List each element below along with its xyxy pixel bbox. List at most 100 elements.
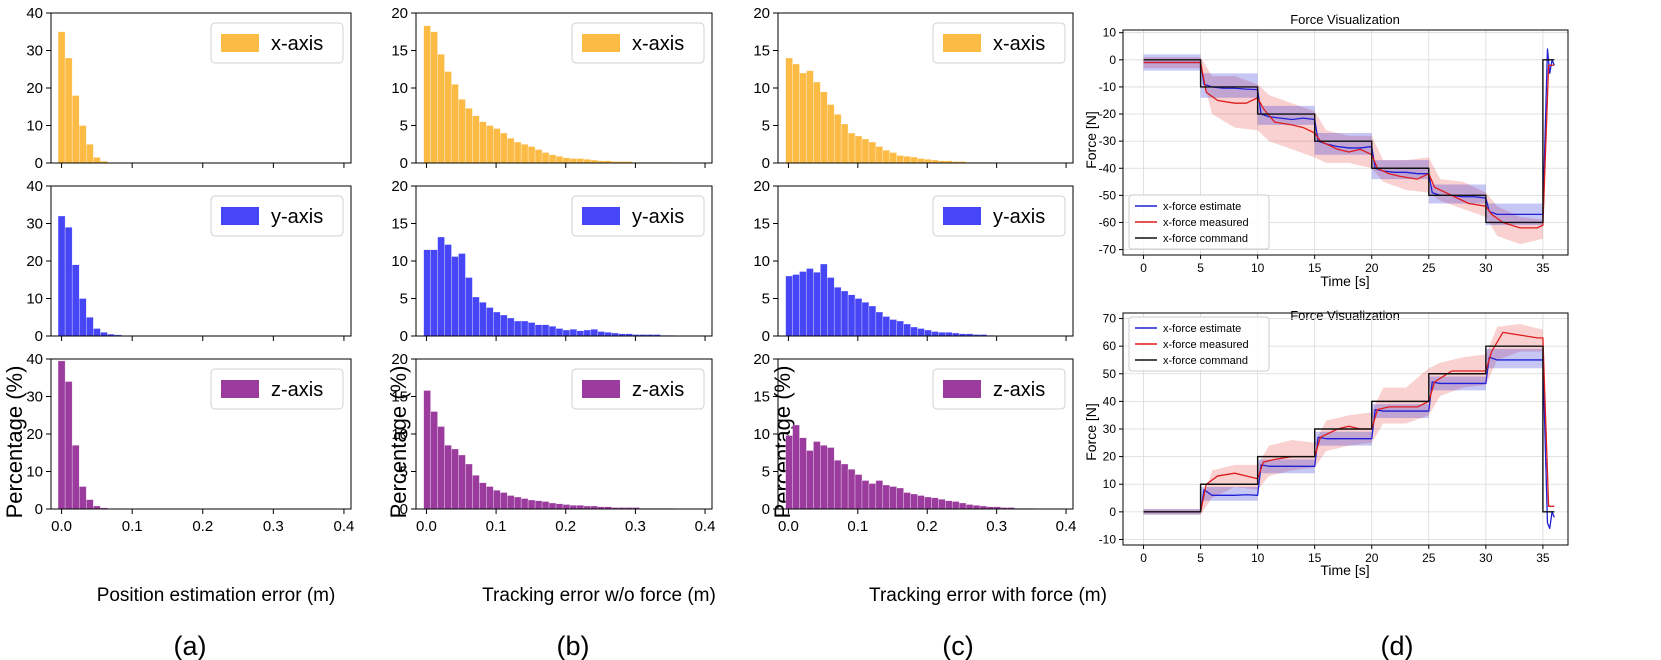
x-tick-label: 35	[1536, 261, 1550, 275]
legend-swatch	[221, 380, 259, 398]
hist-bar	[840, 123, 849, 164]
hist-bar	[792, 424, 800, 510]
subplot-c-z-axis: 0 5 10 15 20 0.0 0.1 0.2 0.3 0.4 z-axis	[753, 351, 1076, 535]
legend-label: y-axis	[993, 206, 1045, 228]
subplot-b-x-axis: 0 5 10 15 20 x-axis	[391, 5, 713, 172]
hist-bar	[882, 484, 890, 510]
hist-bar	[472, 296, 480, 337]
hist-bar	[479, 121, 487, 164]
hist-bar	[548, 502, 557, 510]
y-tick-label: 15	[753, 43, 770, 60]
hist-bar	[430, 411, 438, 510]
x-tick-label: 0.4	[334, 518, 355, 535]
y-tick-label: 0	[762, 155, 770, 172]
hist-bar	[458, 454, 466, 510]
hist-bar	[465, 108, 473, 164]
hist-bar	[493, 490, 501, 510]
hist-bar	[854, 298, 863, 337]
hist-bar	[910, 156, 918, 164]
x-tick-label: 0.1	[122, 518, 143, 535]
subplot-a-y-axis: 0 10 20 30 40 y-axis	[26, 178, 352, 345]
legend-swatch	[943, 380, 981, 398]
hist-bar	[71, 264, 80, 337]
hist-bar	[562, 157, 571, 164]
hist-bar	[486, 125, 494, 164]
panel-label-d: (d)	[1381, 631, 1414, 660]
hist-bar	[451, 448, 459, 510]
x-tick-label: 25	[1422, 261, 1436, 275]
hist-bar	[486, 307, 494, 337]
hist-bar	[917, 158, 925, 164]
hist-bar	[493, 311, 501, 337]
y-tick-label: 0	[1109, 505, 1116, 519]
hist-bar	[64, 227, 73, 337]
hist-bar	[562, 329, 571, 337]
y-tick-label: 0	[400, 155, 408, 172]
hist-bar	[78, 125, 87, 164]
y-tick-label: 20	[753, 5, 770, 22]
y-tick-label: 10	[26, 464, 43, 481]
hist-bar	[444, 445, 452, 510]
hist-bar	[57, 215, 66, 337]
y-tick-label: 15	[753, 216, 770, 233]
hist-bar	[71, 445, 80, 510]
hist-bar	[806, 70, 814, 164]
hist-bar	[889, 152, 897, 164]
y-tick-label: 60	[1103, 339, 1117, 353]
hist-bar	[868, 483, 877, 510]
xlabel-a: Position estimation error (m)	[97, 585, 336, 606]
y-tick-label: 20	[26, 80, 43, 97]
hist-bar	[569, 329, 578, 337]
panel-label-c: (c)	[942, 631, 973, 660]
hist-bar	[93, 157, 101, 164]
y-tick-label: 10	[26, 291, 43, 308]
y-tick-label: -30	[1099, 134, 1117, 148]
y-tick-label: 0	[35, 155, 43, 172]
hist-bar	[583, 159, 592, 164]
hist-bar	[799, 437, 807, 510]
hist-bar	[868, 141, 877, 164]
hist-bar	[820, 263, 828, 337]
y-tick-label: 0	[762, 328, 770, 345]
hist-bar	[861, 302, 870, 337]
hist-bar	[924, 159, 932, 164]
x-tick-label: 20	[1365, 551, 1379, 565]
y-tick-label: 0	[762, 501, 770, 518]
hist-bar	[576, 158, 585, 164]
hist-bar	[513, 496, 522, 510]
hist-bar	[57, 360, 66, 510]
x-tick-label: 15	[1308, 261, 1322, 275]
legend-box	[571, 22, 705, 64]
x-tick-label: 25	[1422, 551, 1436, 565]
plot-area: 010203040x-axis010203040y-axis0102030400…	[26, 5, 1569, 565]
y-tick-label: 20	[26, 426, 43, 443]
hist-bar	[472, 115, 480, 164]
hist-bar	[917, 328, 925, 337]
hist-bar	[806, 450, 814, 510]
estimate-band	[1143, 54, 1543, 226]
hist-bar	[513, 141, 522, 164]
x-tick-label: 0.3	[986, 518, 1007, 535]
hist-bar	[896, 320, 904, 337]
hist-bar	[882, 316, 890, 337]
legend-label: x-force command	[1163, 233, 1248, 245]
y-tick-label: 15	[391, 216, 408, 233]
hist-bar	[437, 426, 445, 510]
hist-bar	[534, 324, 543, 337]
hist-bar	[513, 320, 522, 337]
legend-label: y-axis	[271, 206, 323, 228]
hist-bar	[792, 63, 800, 164]
x-tick-label: 0.2	[917, 518, 938, 535]
hist-bar	[813, 81, 821, 164]
hist-bar	[569, 505, 578, 510]
hist-bar	[465, 277, 473, 337]
hist-bar	[604, 332, 612, 337]
hist-bar	[100, 332, 108, 337]
x-tick-label: 30	[1479, 551, 1493, 565]
x-tick-label: 30	[1479, 261, 1493, 275]
legend-swatch	[221, 207, 259, 225]
hist-bar	[500, 132, 508, 164]
hist-bar	[945, 500, 953, 510]
legend-box	[210, 368, 344, 410]
hist-bar	[882, 150, 890, 164]
